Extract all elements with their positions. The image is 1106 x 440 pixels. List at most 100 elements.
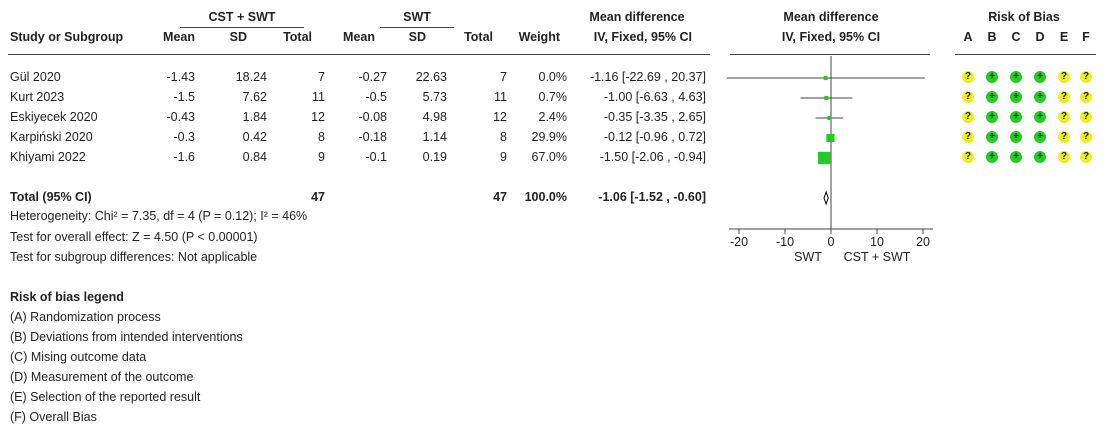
study-total2: 7 — [500, 70, 507, 84]
study-ci: -1.00 [-6.63 , 4.63] — [603, 90, 706, 104]
ci-col-header: IV, Fixed, 95% CI — [593, 30, 692, 44]
heterogeneity-text: Heterogeneity: Chi² = 7.35, df = 4 (P = … — [10, 209, 308, 223]
study-total2: 9 — [500, 150, 507, 164]
study-name: Kurt 2023 — [10, 90, 65, 104]
study-ci: -1.16 [-22.69 , 20.37] — [589, 70, 706, 84]
x-tick-label: -20 — [730, 235, 748, 249]
rob-low-icon: + — [1010, 71, 1022, 83]
rob-legend-item: (B) Deviations from intended interventio… — [10, 330, 243, 344]
study-total2: 11 — [494, 90, 507, 104]
rob-some-concerns-icon: ? — [1058, 71, 1070, 83]
rob-some-concerns-icon: ? — [1080, 111, 1092, 123]
rob-letter-b: B — [987, 30, 997, 44]
study-name: Khiyami 2022 — [10, 150, 86, 164]
rob-low-icon: + — [1034, 151, 1046, 163]
study-weight: 67.0% — [531, 150, 567, 164]
rob-low-icon: + — [986, 131, 998, 143]
total-label: Total (95% CI) — [10, 190, 92, 204]
rob-letter-c: C — [1011, 30, 1021, 44]
study-ci: -1.50 [-2.06 , -0.94] — [599, 150, 706, 164]
x-tick-label: -10 — [776, 235, 794, 249]
study-weight: 2.4% — [538, 110, 568, 124]
effect-square — [826, 133, 835, 143]
overall-effect-text: Test for overall effect: Z = 4.50 (P < 0… — [10, 230, 258, 244]
md-header-top: Mean difference — [589, 10, 685, 24]
rob-legend-item: (A) Randomization process — [10, 310, 161, 324]
rob-header-rule — [955, 54, 1096, 55]
rob-some-concerns-icon: ? — [1080, 131, 1092, 143]
md-plot-header-top: Mean difference — [783, 10, 879, 24]
total2-value: 47 — [493, 190, 507, 204]
rob-low-icon: + — [1034, 111, 1046, 123]
study-total1: 9 — [318, 150, 325, 164]
total-weight: 100.0% — [524, 190, 567, 204]
effect-square — [817, 151, 831, 165]
rob-some-concerns-icon: ? — [962, 91, 974, 103]
favours-right-label: CST + SWT — [844, 250, 911, 264]
study-ci: -0.35 [-3.35 , 2.65] — [603, 110, 706, 124]
study-mean1: -1.43 — [166, 70, 196, 84]
rob-low-icon: + — [986, 111, 998, 123]
sd1-col-header: SD — [229, 30, 247, 44]
study-total2: 8 — [500, 130, 507, 144]
study-sd1: 1.84 — [242, 110, 267, 124]
study-col-header: Study or Subgroup — [10, 30, 124, 44]
study-mean2: -0.08 — [358, 110, 388, 124]
sd2-col-header: SD — [408, 30, 426, 44]
rob-some-concerns-icon: ? — [1058, 91, 1070, 103]
study-weight: 0.0% — [538, 70, 568, 84]
rob-low-icon: + — [1034, 131, 1046, 143]
study-mean1: -1.6 — [173, 150, 195, 164]
rob-low-icon: + — [986, 151, 998, 163]
plot-col-header: IV, Fixed, 95% CI — [781, 30, 881, 44]
rob-letter-d: D — [1035, 30, 1045, 44]
study-sd1: 18.24 — [235, 70, 267, 84]
study-sd2: 4.98 — [422, 110, 447, 124]
rob-some-concerns-icon: ? — [962, 131, 974, 143]
rob-some-concerns-icon: ? — [962, 71, 974, 83]
study-sd1: 0.42 — [242, 130, 267, 144]
rob-legend-title: Risk of bias legend — [10, 290, 124, 304]
rob-some-concerns-icon: ? — [962, 151, 974, 163]
mean2-col-header: Mean — [343, 30, 375, 44]
rob-low-icon: + — [1010, 151, 1022, 163]
x-tick-label: 20 — [916, 235, 930, 249]
total1-value: 47 — [311, 190, 325, 204]
study-total1: 8 — [318, 130, 325, 144]
total-ci: -1.06 [-1.52 , -0.60] — [598, 190, 706, 204]
rob-letter-e: E — [1059, 30, 1069, 44]
study-mean1: -1.5 — [173, 90, 195, 104]
study-sd2: 22.63 — [415, 70, 447, 84]
study-name: Gül 2020 — [10, 70, 61, 84]
rob-some-concerns-icon: ? — [1080, 151, 1092, 163]
group1-underline — [180, 27, 304, 28]
plot-header-rule — [730, 54, 930, 55]
rob-some-concerns-icon: ? — [1080, 71, 1092, 83]
rob-low-icon: + — [986, 91, 998, 103]
pooled-diamond — [823, 190, 829, 206]
study-mean2: -0.1 — [365, 150, 387, 164]
table-header-rule — [8, 54, 710, 55]
study-sd2: 1.14 — [422, 130, 447, 144]
rob-legend-item: (E) Selection of the reported result — [10, 390, 201, 404]
rob-some-concerns-icon: ? — [1080, 91, 1092, 103]
rob-letter-f: F — [1082, 30, 1090, 44]
study-total1: 11 — [312, 90, 325, 104]
study-weight: 0.7% — [538, 90, 568, 104]
study-ci: -0.12 [-0.96 , 0.72] — [603, 130, 706, 144]
study-mean2: -0.18 — [358, 130, 388, 144]
study-mean1: -0.43 — [166, 110, 196, 124]
study-name: Eskiyecek 2020 — [10, 110, 98, 124]
study-sd2: 0.19 — [422, 150, 447, 164]
group2-underline — [380, 27, 454, 28]
group2-header: SWT — [403, 10, 431, 24]
x-tick-label: 10 — [870, 235, 884, 249]
weight-col-header: Weight — [518, 30, 560, 44]
study-name: Karpiński 2020 — [10, 130, 93, 144]
total1-col-header: Total — [283, 30, 312, 44]
mean1-col-header: Mean — [163, 30, 195, 44]
study-sd1: 0.84 — [242, 150, 267, 164]
study-mean1: -0.3 — [173, 130, 195, 144]
study-total1: 12 — [311, 110, 325, 124]
effect-square — [824, 96, 829, 100]
